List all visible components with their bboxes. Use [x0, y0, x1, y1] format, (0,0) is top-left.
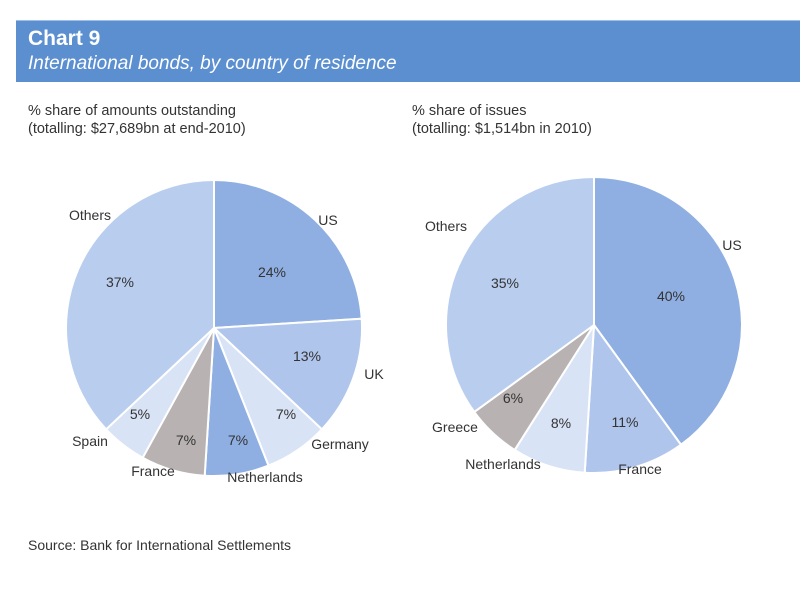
slice-value-label: 35% [491, 275, 519, 291]
source-note: Source: Bank for International Settlemen… [28, 537, 292, 553]
slice-category-label: Greece [432, 419, 478, 435]
slice-value-label: 5% [130, 406, 150, 422]
slice-category-label: Spain [72, 433, 108, 449]
slice-value-label: 6% [503, 390, 523, 406]
slice-category-label: Others [425, 218, 467, 234]
chart-subtitle: International bonds, by country of resid… [28, 53, 397, 74]
slice-category-label: US [722, 237, 741, 253]
pie-slice-us [213, 178, 363, 330]
slice-value-label: 40% [657, 288, 685, 304]
slice-value-label: 24% [258, 264, 286, 280]
slice-category-label: US [318, 212, 337, 228]
pie-slice-france [583, 322, 683, 475]
pie-slice-others [65, 178, 215, 431]
slice-value-label: 7% [176, 432, 196, 448]
slice-value-label: 37% [106, 274, 134, 290]
slice-value-label: 11% [612, 414, 639, 430]
slice-category-label: Others [69, 207, 111, 223]
slice-category-label: Netherlands [465, 456, 541, 472]
slice-value-label: 7% [228, 432, 248, 448]
slice-category-label: Germany [311, 436, 369, 452]
left-caption-line2: (totalling: $27,689bn at end-2010) [28, 121, 246, 137]
pie-slice-others [445, 175, 595, 414]
left-caption-line1: % share of amounts outstanding [28, 103, 236, 119]
slice-value-label: 7% [276, 406, 296, 422]
slice-category-label: Netherlands [227, 469, 303, 485]
pie-slice-us [593, 175, 743, 447]
slice-category-label: France [131, 463, 175, 479]
pie-chart-outstanding: 24% 13% 7% 7% 7% 5% 37% US UK Germany Netherlands F… [65, 178, 384, 485]
slice-value-label: 13% [293, 348, 321, 364]
chart-title: Chart 9 [28, 27, 101, 50]
left-chart-caption: % share of amounts outstanding (totallin… [28, 102, 246, 138]
slice-category-label: France [618, 461, 662, 477]
slice-value-label: 8% [551, 415, 571, 431]
right-caption-line1: % share of issues [412, 103, 527, 119]
right-caption-line2: (totalling: $1,514bn in 2010) [412, 121, 592, 137]
pie-slice-uk [211, 317, 363, 431]
pie-chart-issues: 40% 11% 8% 6% 35% US France Netherlands Greece Ot… [425, 175, 743, 477]
chart-header: Chart 9 International bonds, by country … [16, 20, 800, 83]
right-chart-caption: % share of issues (totalling: $1,514bn i… [412, 102, 592, 138]
slice-category-label: UK [364, 366, 384, 382]
